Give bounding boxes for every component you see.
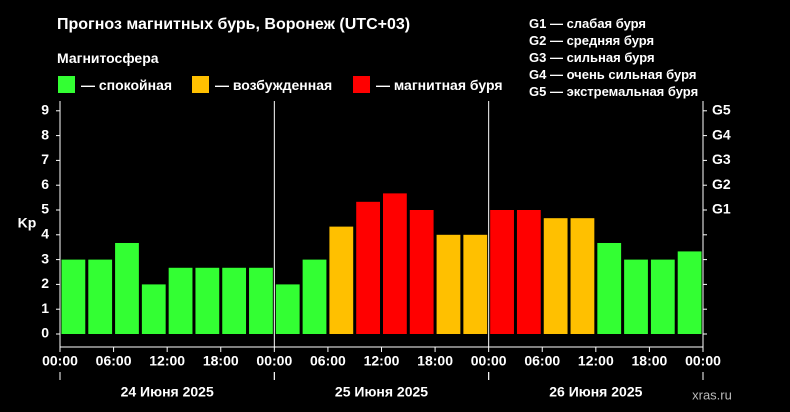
y-tick-label: 2 (41, 275, 49, 291)
y-tick-label: 1 (41, 300, 49, 316)
kp-bar (597, 242, 622, 334)
y-tick-label: 6 (41, 176, 49, 192)
legend-storm-swatch (353, 76, 370, 93)
kp-bar (168, 267, 193, 334)
kp-bar (195, 267, 220, 334)
day-label: 26 Июня 2025 (549, 384, 642, 400)
g-scale-legend: G1 — слабая буря G2 — средняя буря G3 — … (529, 15, 698, 100)
kp-bar (570, 218, 595, 334)
y-tick-label: 4 (41, 226, 49, 242)
x-tick-label: 06:00 (96, 353, 132, 369)
g-tick-label: G5 (712, 102, 731, 118)
kp-bar (516, 210, 541, 334)
g-legend-item: G3 — сильная буря (529, 50, 655, 65)
g-tick-label: G3 (712, 151, 731, 167)
kp-bar (624, 259, 648, 334)
kp-bar (543, 218, 568, 334)
x-tick-label: 06:00 (524, 353, 560, 369)
y-tick-label: 8 (41, 126, 49, 142)
kp-bar (141, 284, 166, 334)
g-legend-item: G4 — очень сильная буря (529, 67, 697, 82)
kp-bar (436, 234, 461, 334)
g-tick-label: G4 (712, 126, 731, 142)
legend-calm-swatch (58, 76, 75, 93)
g-legend-item: G5 — экстремальная буря (529, 84, 699, 99)
kp-bar (329, 226, 354, 334)
chart-title: Прогноз магнитных бурь, Воронеж (UTC+03) (57, 16, 411, 33)
x-tick-label: 00:00 (685, 353, 721, 369)
legend-calm-label: — спокойная (81, 76, 173, 93)
x-tick-label: 00:00 (471, 353, 507, 369)
x-tick-label: 18:00 (417, 353, 453, 369)
kp-bar (61, 259, 86, 334)
g-tick-label: G2 (712, 176, 731, 192)
kp-bar (115, 242, 139, 334)
legend-excited-label: — возбужденная (215, 76, 333, 93)
watermark: xras.ru (692, 387, 732, 402)
x-tick-label: 00:00 (42, 353, 78, 369)
day-label: 25 Июня 2025 (335, 384, 428, 400)
y-tick-label: 9 (41, 102, 49, 118)
x-tick-label: 18:00 (203, 353, 239, 369)
kp-bar (677, 251, 702, 334)
kp-bar (409, 210, 434, 334)
y-tick-label: 7 (41, 151, 49, 167)
x-tick-label: 12:00 (578, 353, 614, 369)
x-tick-label: 18:00 (632, 353, 668, 369)
kp-bar (88, 259, 113, 334)
legend-subtitle: Магнитосфера (57, 50, 159, 66)
day-label: 24 Июня 2025 (121, 384, 214, 400)
x-tick-label: 06:00 (310, 353, 346, 369)
y-tick-label: 5 (41, 201, 49, 217)
y-tick-label: 0 (41, 325, 49, 341)
kp-bar (383, 193, 407, 334)
g-legend-item: G2 — средняя буря (529, 33, 655, 48)
x-tick-label: 00:00 (256, 353, 292, 369)
kp-bar (463, 234, 488, 334)
g-legend-item: G1 — слабая буря (529, 16, 647, 31)
kp-bar (356, 201, 380, 334)
kp-bar (222, 267, 247, 334)
legend-excited-swatch (192, 76, 209, 93)
y-axis-label: Kp (18, 215, 37, 231)
kp-bar (249, 267, 273, 334)
legend-calm: — спокойная (58, 76, 172, 93)
kp-bar (275, 284, 300, 334)
g-tick-label: G1 (712, 201, 731, 217)
legend-storm: — магнитная буря (353, 76, 503, 93)
kp-bar (490, 210, 514, 334)
x-tick-label: 12:00 (364, 353, 400, 369)
legend-excited: — возбужденная (192, 76, 332, 93)
legend-storm-label: — магнитная буря (376, 76, 503, 93)
kp-bar (302, 259, 327, 334)
y-tick-label: 3 (41, 250, 49, 266)
kp-bar (650, 259, 675, 334)
x-tick-label: 12:00 (149, 353, 185, 369)
